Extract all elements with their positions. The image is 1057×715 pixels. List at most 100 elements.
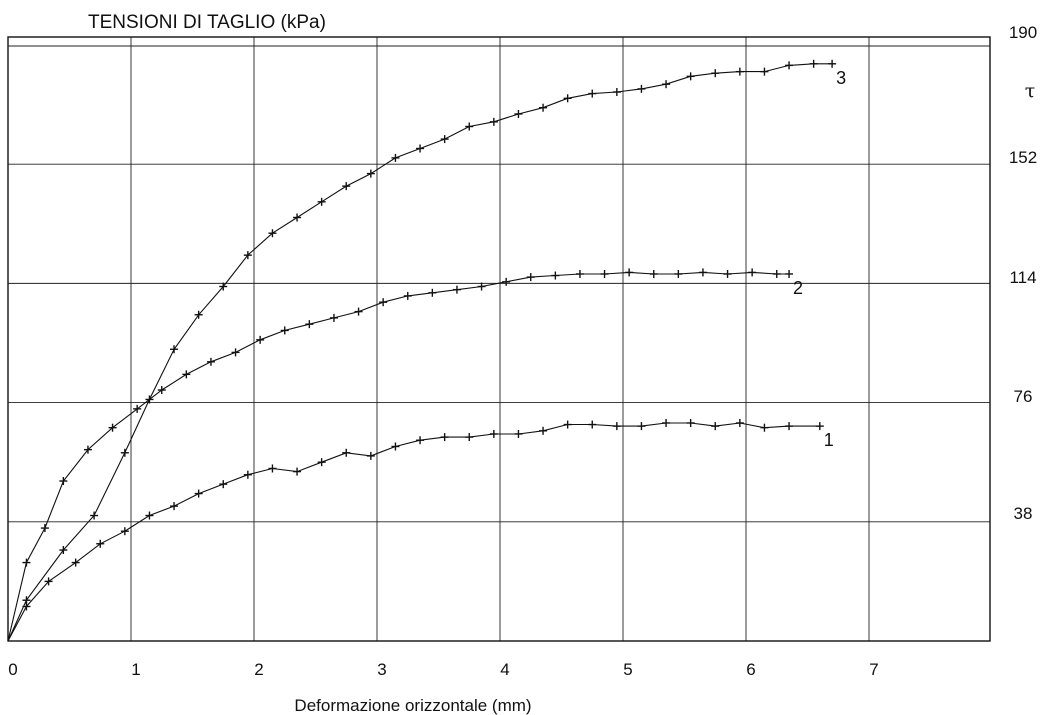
data-point xyxy=(256,335,265,344)
data-point xyxy=(280,326,289,335)
data-point xyxy=(108,423,117,432)
series-line-2 xyxy=(7,271,789,642)
plot-frame xyxy=(7,36,991,642)
data-point xyxy=(588,420,597,429)
data-point xyxy=(96,539,105,548)
data-point xyxy=(354,307,363,316)
data-point xyxy=(772,269,781,278)
data-point xyxy=(268,229,277,238)
series-label: 2 xyxy=(793,278,803,298)
data-point xyxy=(686,72,695,81)
data-point xyxy=(317,458,326,467)
data-point xyxy=(379,298,388,307)
data-point xyxy=(489,429,498,438)
x-tick-label: 0 xyxy=(8,660,17,679)
data-point xyxy=(391,442,400,451)
data-point xyxy=(305,320,314,329)
series-label: 1 xyxy=(824,430,834,450)
x-tick-label: 4 xyxy=(500,660,509,679)
y-axis-label: τ xyxy=(1025,80,1036,102)
x-tick-label: 3 xyxy=(377,660,386,679)
data-point xyxy=(612,422,621,431)
data-point xyxy=(342,182,351,191)
data-point xyxy=(502,277,511,286)
data-point xyxy=(760,67,769,76)
data-point xyxy=(293,467,302,476)
data-point xyxy=(219,480,228,489)
data-point xyxy=(366,451,375,460)
series-line-1 xyxy=(7,422,820,642)
y-tick-label: 76 xyxy=(1014,387,1033,406)
data-point xyxy=(170,345,179,354)
data-point xyxy=(268,464,277,473)
data-point xyxy=(391,153,400,162)
data-point xyxy=(71,558,80,567)
y-axis-ticks: 38 76 114 152 190 xyxy=(1009,23,1037,523)
data-point xyxy=(120,448,129,457)
data-point xyxy=(612,88,621,97)
data-point xyxy=(120,527,129,536)
data-point xyxy=(170,502,179,511)
data-point xyxy=(662,80,671,89)
data-point xyxy=(785,422,794,431)
data-point xyxy=(22,596,31,605)
data-point xyxy=(182,370,191,379)
data-point xyxy=(83,445,92,454)
series-line-3 xyxy=(7,63,833,642)
series-3: 3 xyxy=(7,59,846,642)
data-point xyxy=(194,310,203,319)
data-point xyxy=(539,426,548,435)
data-point xyxy=(735,418,744,427)
series-group: 1 2 3 xyxy=(7,59,846,642)
data-point xyxy=(145,511,154,520)
data-point xyxy=(588,89,597,98)
data-point xyxy=(600,269,609,278)
data-point xyxy=(539,103,548,112)
data-point xyxy=(22,558,31,567)
data-point xyxy=(90,511,99,520)
data-point xyxy=(723,269,732,278)
data-point xyxy=(366,169,375,178)
x-axis-ticks: 0 1 2 3 4 5 6 7 xyxy=(8,660,878,679)
x-axis-label: Deformazione orizzontale (mm) xyxy=(294,696,531,715)
data-point xyxy=(59,477,68,486)
x-tick-label: 7 xyxy=(869,660,878,679)
data-point xyxy=(428,288,437,297)
x-tick-label: 5 xyxy=(623,660,632,679)
y-tick-label: 190 xyxy=(1009,23,1037,42)
data-point xyxy=(760,423,769,432)
data-point xyxy=(416,144,425,153)
data-point xyxy=(526,273,535,282)
data-point xyxy=(317,197,326,206)
y-tick-label: 152 xyxy=(1009,148,1037,167)
data-point xyxy=(465,122,474,131)
data-point xyxy=(342,448,351,457)
data-point xyxy=(625,268,634,277)
x-tick-label: 2 xyxy=(254,660,263,679)
data-point xyxy=(465,433,474,442)
data-point xyxy=(219,282,228,291)
data-point xyxy=(563,94,572,103)
data-point xyxy=(206,357,215,366)
data-point xyxy=(44,577,53,586)
data-point xyxy=(416,436,425,445)
x-tick-label: 1 xyxy=(131,660,140,679)
data-point xyxy=(711,69,720,78)
series-2: 2 xyxy=(7,268,803,642)
data-point xyxy=(563,420,572,429)
data-point xyxy=(243,251,252,260)
data-point xyxy=(735,67,744,76)
data-point xyxy=(698,268,707,277)
data-point xyxy=(133,404,142,413)
data-point xyxy=(194,489,203,498)
data-point xyxy=(293,213,302,222)
data-point xyxy=(637,422,646,431)
data-point xyxy=(785,269,794,278)
data-point xyxy=(711,422,720,431)
data-point xyxy=(157,386,166,395)
data-point xyxy=(662,418,671,427)
data-point xyxy=(514,429,523,438)
data-point xyxy=(243,470,252,479)
y-tick-label: 38 xyxy=(1014,504,1033,523)
data-point xyxy=(637,84,646,93)
